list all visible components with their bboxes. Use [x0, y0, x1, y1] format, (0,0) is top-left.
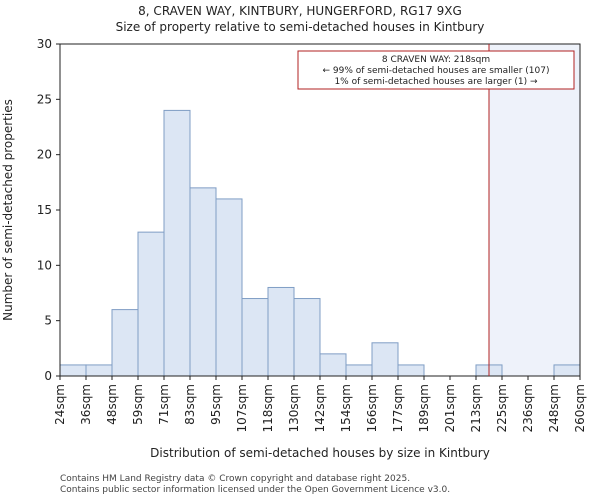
x-tick-label: 166sqm [365, 384, 379, 432]
x-tick-label: 189sqm [417, 384, 431, 432]
bar-166sqm [371, 342, 399, 377]
x-tick-label: 201sqm [443, 384, 457, 432]
y-axis-label: Number of semi-detached properties [1, 99, 15, 321]
x-tick-label: 48sqm [105, 384, 119, 425]
x-tick-label: 177sqm [391, 384, 405, 432]
y-tick-label: 15 [37, 203, 52, 217]
chart-title-address: 8, CRAVEN WAY, KINTBURY, HUNGERFORD, RG1… [138, 4, 462, 18]
bar-24sqm [59, 364, 87, 377]
annotation-border [297, 50, 575, 90]
bar-71sqm [163, 109, 191, 377]
bar-107sqm [241, 298, 269, 377]
footer-licence: Contains public sector information licen… [60, 485, 451, 495]
x-tick-label: 225sqm [495, 384, 509, 432]
bar-142sqm [319, 353, 347, 377]
x-tick-label: 83sqm [183, 384, 197, 425]
annotation-box: 8 CRAVEN WAY: 218sqm ← 99% of semi-detac… [297, 50, 575, 90]
x-tick-label: 248sqm [547, 384, 561, 432]
x-tick-label: 118sqm [261, 384, 275, 432]
x-tick-label: 154sqm [339, 384, 353, 432]
y-tick-label: 20 [37, 148, 52, 162]
bar-83sqm [189, 187, 217, 377]
x-tick-label: 142sqm [313, 384, 327, 432]
bar-154sqm [345, 364, 373, 377]
bar-36sqm [85, 364, 113, 377]
x-tick-label: 59sqm [131, 384, 145, 425]
x-tick-label: 107sqm [235, 384, 249, 432]
x-axis-label: Distribution of semi-detached houses by … [150, 446, 490, 460]
x-tick-label: 260sqm [573, 384, 587, 432]
y-tick-label: 30 [37, 37, 52, 51]
x-tick-label: 36sqm [79, 384, 93, 425]
bar-177sqm [397, 364, 425, 377]
x-tick-label: 213sqm [469, 384, 483, 432]
bar-95sqm [215, 198, 243, 377]
histogram-chart: 0 5 10 15 20 25 30 24sqm 36sqm 48sqm 59sqm 71sqm 83s… [1, 37, 587, 460]
bar-48sqm [111, 309, 139, 377]
bar-248sqm [553, 364, 581, 377]
bar-130sqm [293, 298, 321, 377]
annotation-line-2: ← 99% of semi-detached houses are smalle… [323, 66, 550, 76]
y-tick-label: 10 [37, 258, 52, 272]
y-tick-label: 25 [37, 92, 52, 106]
footer-copyright: Contains HM Land Registry data © Crown c… [60, 474, 411, 484]
annotation-line-1: 8 CRAVEN WAY: 218sqm [382, 55, 490, 65]
x-tick-label: 236sqm [521, 384, 535, 432]
x-tick-label: 130sqm [287, 384, 301, 432]
bar-118sqm [267, 286, 295, 377]
x-tick-label: 24sqm [53, 384, 67, 425]
y-tick-label: 0 [44, 369, 52, 383]
x-tick-label: 71sqm [157, 384, 171, 425]
x-tick-label: 95sqm [209, 384, 223, 425]
annotation-line-3: 1% of semi-detached houses are larger (1… [334, 77, 538, 87]
larger-properties-region [489, 44, 580, 376]
bar-59sqm [137, 231, 165, 377]
y-tick-label: 5 [44, 314, 52, 328]
chart-title: Size of property relative to semi-detach… [115, 20, 485, 34]
